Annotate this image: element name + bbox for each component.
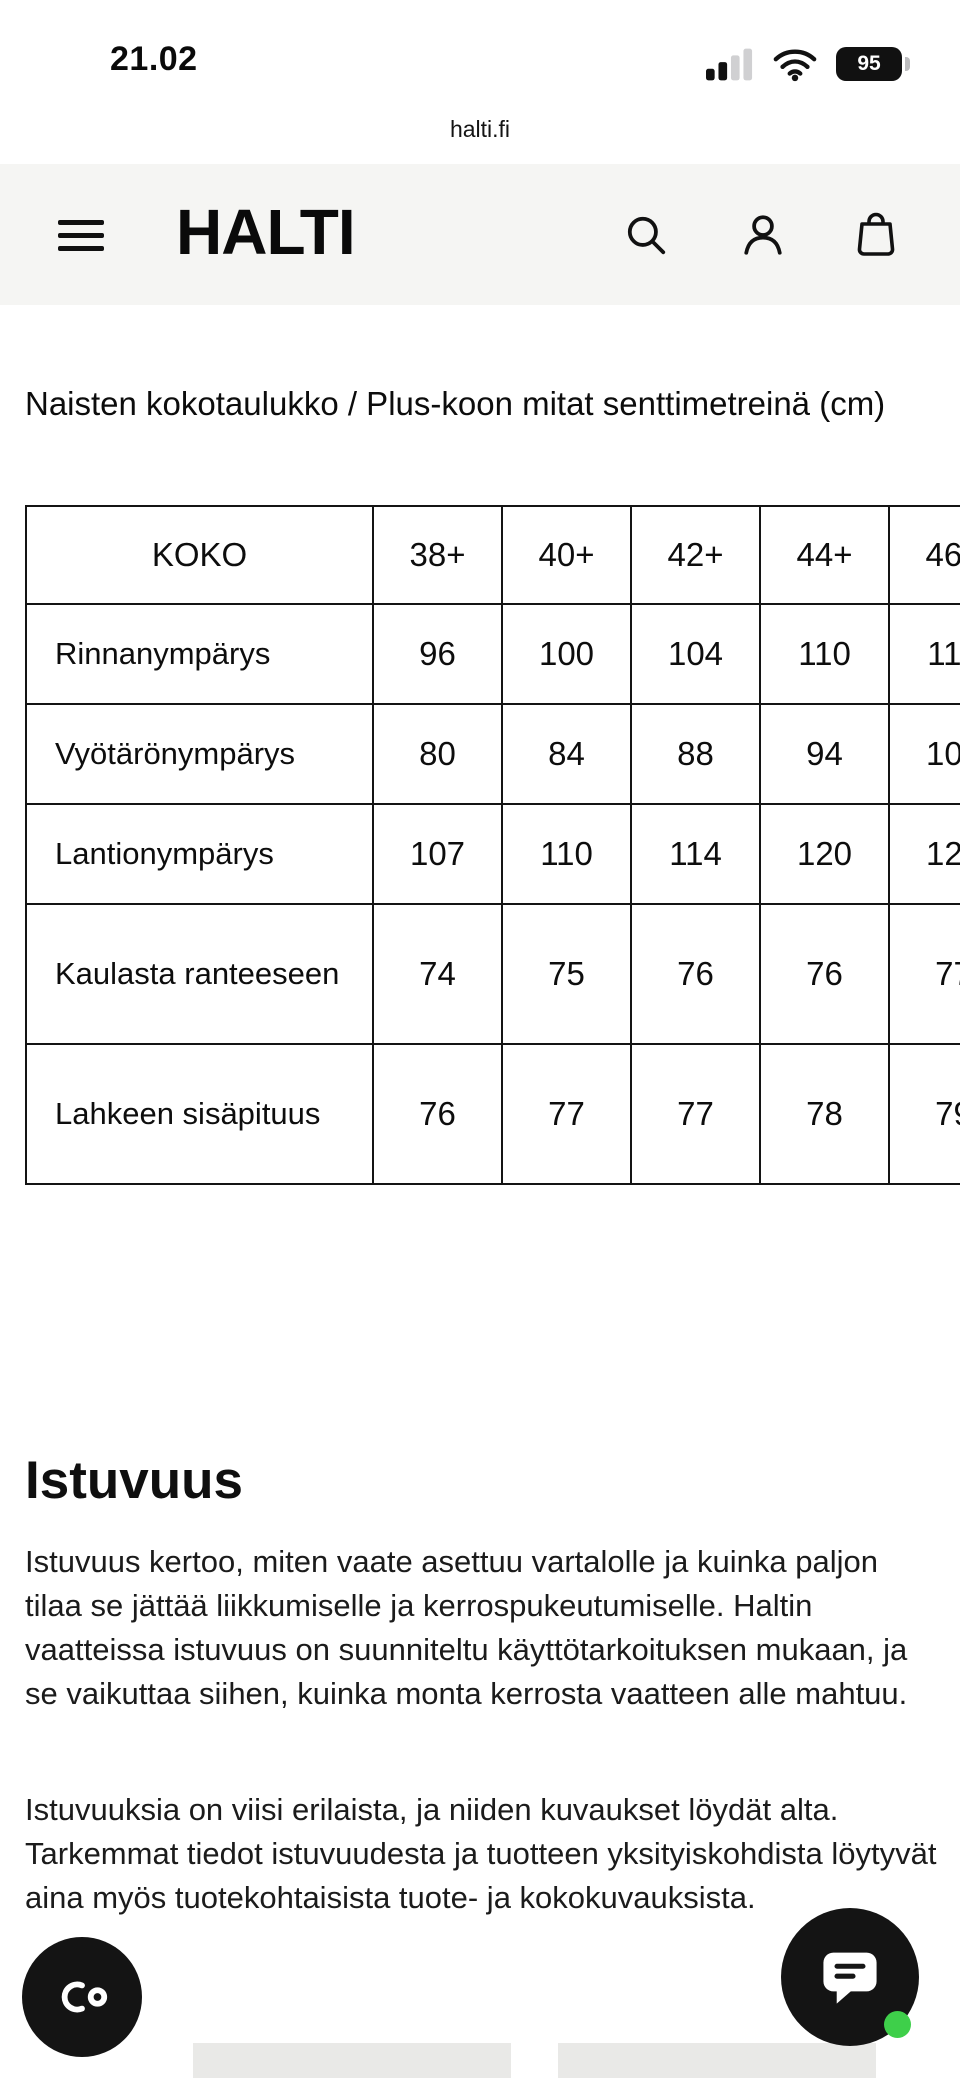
row-label: Lahkeen sisäpituus [25,1043,374,1185]
row-label: Vyötärönympärys [25,703,374,805]
cell: 104 [630,603,761,705]
row-label: Lantionympärys [25,803,374,905]
cart-bag-icon[interactable] [854,208,898,263]
cell: 100 [501,603,632,705]
browser-address-bar[interactable]: halti.fi [0,108,960,164]
cell: 96 [372,603,503,705]
table-row: Lahkeen sisäpituus 76 77 77 78 79 [25,1043,960,1185]
table-row: Lantionympärys 107 110 114 120 126 [25,803,960,905]
fit-paragraph-1: Istuvuus kertoo, miten vaate asettuu var… [25,1544,908,1711]
status-bar: 21.02 95 [0,0,960,110]
cell: 76 [372,1043,503,1185]
cell: 75 [501,903,632,1045]
cell: 100 [888,703,960,805]
cell: 84 [501,703,632,805]
account-icon[interactable] [740,212,786,263]
table-row: Kaulasta ranteeseen 74 75 76 76 77 [25,903,960,1045]
clock: 21.02 [110,40,198,78]
cell: 78 [759,1043,890,1185]
table-header-row: KOKO 38+ 40+ 42+ 44+ 46+ [25,505,960,605]
cell: 88 [630,703,761,805]
cell: 110 [501,803,632,905]
battery-percent: 95 [857,52,881,75]
cell: 80 [372,703,503,805]
cell: 74 [372,903,503,1045]
fit-image-placeholder [558,2043,876,2078]
cell: 77 [888,903,960,1045]
row-label: Rinnanympärys [25,603,374,705]
table-row: Rinnanympärys 96 100 104 110 116 [25,603,960,705]
site-header [0,164,960,305]
cell: 94 [759,703,890,805]
cell: 77 [501,1043,632,1185]
search-icon[interactable] [623,212,669,263]
wifi-icon [773,49,817,82]
menu-icon[interactable] [58,220,104,251]
row-label: Kaulasta ranteeseen [25,903,374,1045]
col-header: 38+ [372,505,503,605]
size-table: KOKO 38+ 40+ 42+ 44+ 46+ Rinnanympärys 9… [25,505,960,1185]
cellular-signal-icon [706,48,753,81]
status-icons: 95 [706,46,910,82]
col-header: 44+ [759,505,890,605]
cookie-widget-icon [61,1981,108,2013]
cell: 77 [630,1043,761,1185]
cell: 120 [759,803,890,905]
site-address[interactable]: halti.fi [449,116,511,142]
col-header: 46+ [888,505,960,605]
page-title: Naisten kokotaulukko / Plus-koon mitat s… [25,385,886,422]
cell: 110 [759,603,890,705]
chat-widget[interactable] [781,1908,919,2046]
section-heading: Istuvuus [25,1451,243,1510]
fit-paragraph-2: Istuvuuksia on viisi erilaista, ja niide… [25,1792,937,1915]
chat-bubble-icon [823,1952,877,2004]
halti-logo[interactable]: HALTI [176,196,356,268]
cell: 107 [372,803,503,905]
cell: 126 [888,803,960,905]
col-header: 40+ [501,505,632,605]
cell: 79 [888,1043,960,1185]
cell: 116 [888,603,960,705]
cookie-consent-widget-button[interactable] [22,1937,142,2057]
col-header: KOKO [25,505,374,605]
battery-icon: 95 [836,47,910,81]
table-row: Vyötärönympärys 80 84 88 94 100 [25,703,960,805]
cell: 114 [630,803,761,905]
online-status-dot [884,2011,911,2038]
fit-image-placeholder [193,2043,511,2078]
col-header: 42+ [630,505,761,605]
cell: 76 [630,903,761,1045]
cell: 76 [759,903,890,1045]
